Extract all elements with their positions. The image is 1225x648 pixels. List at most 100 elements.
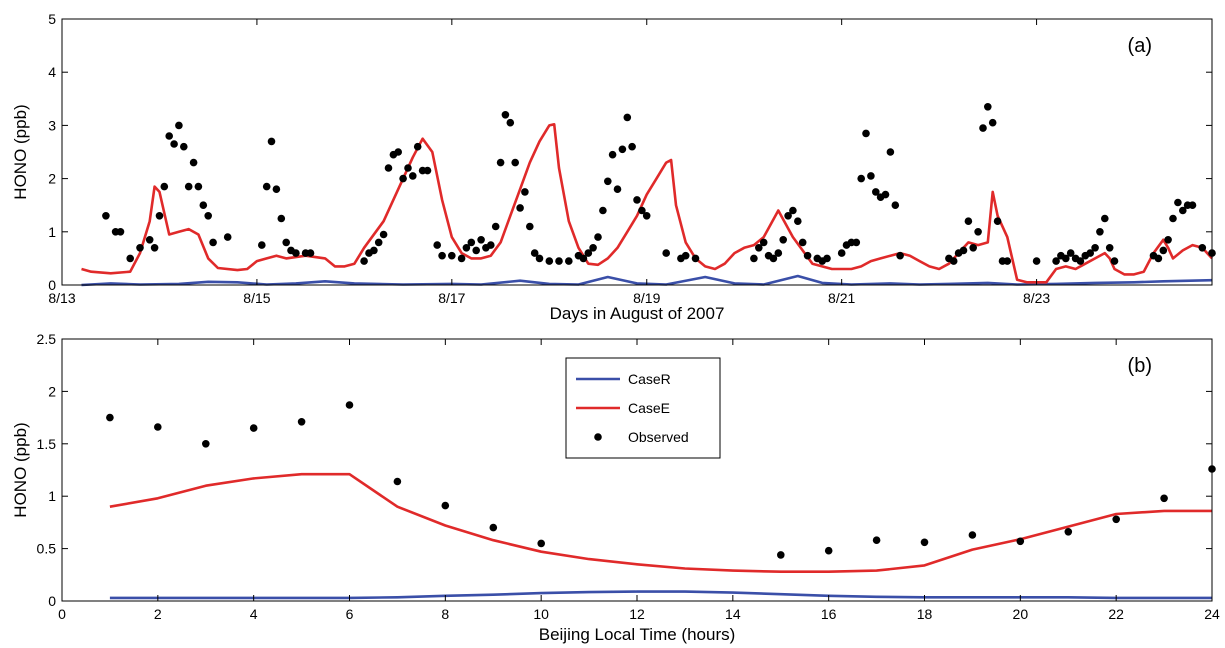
panel-a-observed-point bbox=[521, 188, 529, 196]
panel-b-ytick-label: 1.5 bbox=[37, 436, 57, 452]
panel-a-observed-point bbox=[604, 177, 612, 186]
panel-a-observed-point bbox=[589, 244, 597, 252]
panel-a-observed-point bbox=[803, 251, 812, 260]
panel-a-ytick-label: 2 bbox=[48, 171, 56, 187]
panel-a-observed-point bbox=[750, 254, 758, 263]
panel-a-observed-point bbox=[160, 182, 169, 191]
panel-a-observed-point bbox=[223, 233, 232, 241]
panel-a-observed-point bbox=[594, 233, 602, 241]
panel-a-observed-point bbox=[628, 142, 636, 151]
panel-a-observed-point bbox=[969, 244, 977, 252]
legend: CaseR CaseE Observed bbox=[565, 357, 721, 459]
panel-b-xtick-label: 24 bbox=[1204, 606, 1220, 622]
panel-a-observed-point bbox=[199, 201, 208, 209]
panel-a-observed-point bbox=[993, 217, 1002, 225]
panel-a-observed-point bbox=[267, 137, 276, 146]
panel-a-observed-point bbox=[1086, 249, 1094, 257]
panel-a-observed-point bbox=[516, 204, 524, 212]
panel-a-observed-point bbox=[282, 238, 291, 247]
panel-a-observed-point bbox=[1066, 249, 1075, 257]
panel-a-observed-point bbox=[852, 238, 861, 247]
panel-b-ticks: 00.511.522.50 2 4 6 8 10 12 14 16 18 20 22 24 bbox=[37, 331, 1220, 622]
panel-a-observed-point bbox=[511, 158, 519, 167]
panel-a-observed-point bbox=[209, 238, 217, 247]
panel-a-observed-point bbox=[180, 142, 188, 151]
panel-a-observed-point bbox=[477, 236, 485, 244]
panel-a-observed-point bbox=[691, 254, 700, 263]
panel-a-observed-point bbox=[491, 222, 500, 231]
panel-a-observed-point bbox=[794, 217, 802, 225]
panel-a-observed-point bbox=[984, 103, 992, 111]
panel-a-observed-point bbox=[457, 254, 466, 263]
panel-a-observed-point bbox=[467, 238, 476, 247]
panel-a-observed-point bbox=[579, 254, 588, 263]
panel-b-xtick-label: 18 bbox=[917, 606, 933, 622]
panel-a-observed-point bbox=[384, 164, 393, 172]
panel-a-observed-point bbox=[681, 251, 690, 260]
panel-a-ytick-label: 3 bbox=[48, 117, 56, 133]
panel-a-observed-point bbox=[779, 236, 787, 244]
panel-a-observed-point bbox=[1174, 198, 1182, 207]
panel-a-observed-point bbox=[102, 212, 110, 220]
panel-a-observed-point bbox=[599, 206, 607, 215]
panel-a-observed-point bbox=[155, 212, 164, 220]
panel-a-observed-point bbox=[370, 246, 378, 255]
panel-b-ytick-label: 2 bbox=[48, 383, 56, 399]
panel-a-observed-point bbox=[565, 257, 573, 265]
panel-b-observed-point bbox=[297, 418, 306, 426]
panel-b-observed-point bbox=[872, 536, 881, 544]
panel-a-observed-point bbox=[872, 188, 880, 196]
panel-a-ytick-label: 4 bbox=[48, 64, 56, 80]
panel-a-observed-point bbox=[545, 257, 554, 265]
panel-a-observed-point bbox=[642, 212, 651, 220]
panel-a-xlabel: Days in August of 2007 bbox=[550, 304, 725, 323]
panel-a-observed-point bbox=[399, 174, 407, 183]
panel-b-observed-point bbox=[249, 424, 258, 432]
panel-b-ytick-label: 0.5 bbox=[37, 541, 57, 557]
panel-a-ytick-label: 1 bbox=[48, 224, 56, 240]
panel-a-observed-point bbox=[423, 166, 432, 175]
panel-a-observed-point bbox=[1101, 214, 1109, 223]
panel-b-observed-point bbox=[345, 401, 354, 409]
panel-a-observed-point bbox=[277, 214, 286, 223]
panel-a-observed-point bbox=[662, 249, 670, 257]
panel-a-casee-line bbox=[81, 123, 1213, 284]
panel-a-observed-point bbox=[501, 111, 510, 119]
panel-b-observed-point bbox=[1160, 494, 1168, 503]
panel-a-observed-point bbox=[150, 244, 159, 252]
panel-a-observed-point bbox=[949, 257, 958, 265]
panel-a-observed-point bbox=[379, 230, 388, 239]
panel-a-observed-point bbox=[608, 150, 617, 159]
panel-b-ytick-label: 1 bbox=[48, 488, 56, 504]
panel-a-observed-point bbox=[175, 121, 183, 130]
panel-a-observed-point bbox=[292, 249, 300, 257]
panel-b-xtick-label: 10 bbox=[533, 606, 549, 622]
panel-b-observed-point bbox=[920, 538, 929, 547]
panel-a-observed-point bbox=[555, 257, 563, 265]
legend-label-observed: Observed bbox=[628, 429, 689, 445]
panel-a-observed-point bbox=[145, 236, 154, 244]
panel-a-observed-point bbox=[886, 148, 895, 156]
panel-a-observed-point bbox=[116, 228, 125, 236]
panel-a-observed-point bbox=[170, 140, 178, 148]
panel-b-xtick-label: 4 bbox=[250, 606, 258, 622]
panel-a-observed-point bbox=[496, 158, 505, 167]
panel-b-observed-point bbox=[537, 539, 545, 548]
panel-a-observed-point bbox=[769, 254, 778, 263]
panel-a-observed-point bbox=[258, 241, 266, 249]
panel-a-observed-point bbox=[433, 241, 442, 249]
panel-a-observed-point bbox=[1159, 246, 1168, 255]
panel-a-xtick-label: 8/21 bbox=[828, 290, 855, 306]
panel-b-caser-line bbox=[109, 590, 1212, 600]
panel-b-marks bbox=[106, 401, 1216, 600]
panel-a-ylabel: HONO (ppb) bbox=[11, 104, 30, 199]
panel-a-observed-point bbox=[374, 238, 383, 247]
panel-a-ytick-label: 0 bbox=[48, 277, 56, 293]
panel-a-xtick-label: 8/13 bbox=[48, 290, 75, 306]
panel-b-xlabel: Beijing Local Time (hours) bbox=[539, 625, 736, 644]
panel-b-observed-point bbox=[1112, 515, 1120, 524]
panel-b-xtick-label: 0 bbox=[58, 606, 66, 622]
panel-a-observed-point bbox=[618, 145, 627, 154]
panel-b-xtick-label: 8 bbox=[441, 606, 449, 622]
panel-a-observed-point bbox=[623, 113, 632, 122]
